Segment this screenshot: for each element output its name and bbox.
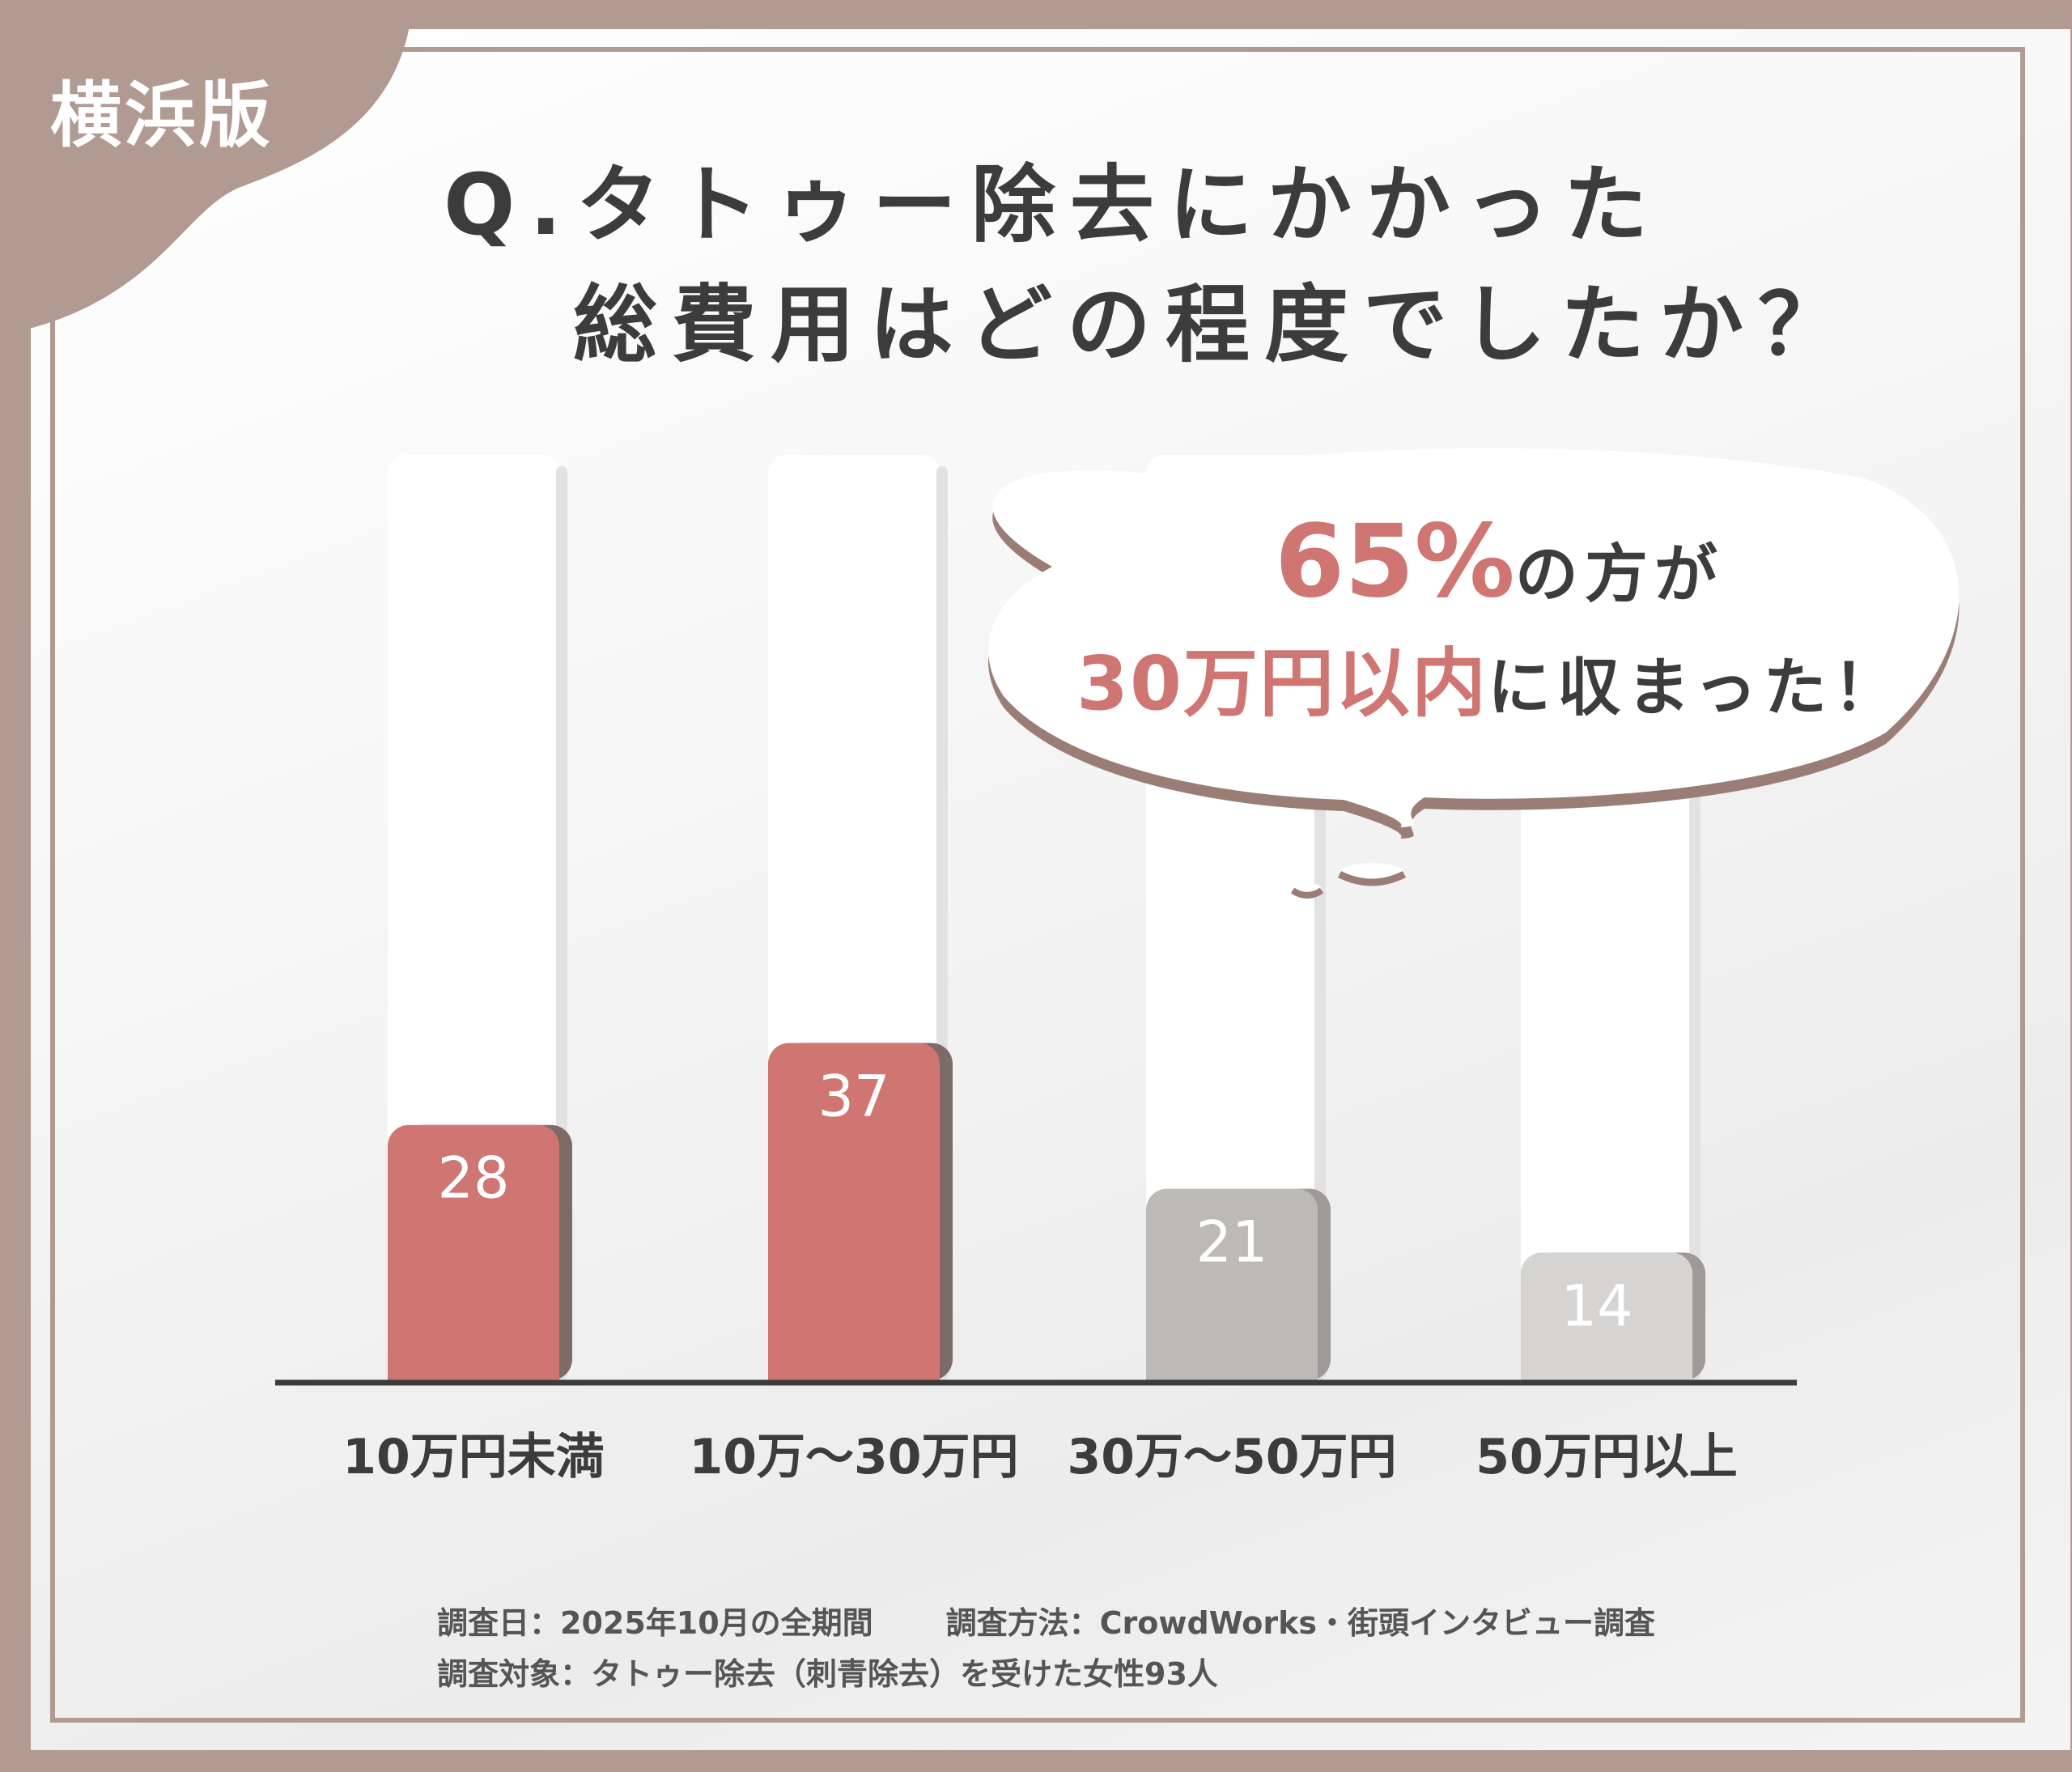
category-labels: 10万円未満 10万〜30万円 30万〜50万円 50万円以上: [342, 1429, 1738, 1485]
background-panel: [31, 29, 2070, 1750]
category-label: 10万円未満: [342, 1429, 605, 1485]
category-label: 10万〜30万円: [690, 1429, 1019, 1485]
data-label: 14: [1560, 1273, 1633, 1339]
callout-line-2: 30万円以内に収まった！: [1076, 623, 1903, 731]
category-label: 50万円以上: [1475, 1429, 1738, 1485]
question-title-line-1: Q.タトゥー除去にかかった: [444, 155, 1662, 254]
corner-badge-shape: [0, 0, 413, 332]
category-label: 30万〜50万円: [1068, 1429, 1397, 1485]
data-label: 37: [817, 1063, 890, 1129]
callout-bubble-body: [988, 448, 1959, 827]
bar-1: [388, 1124, 559, 1380]
bar-4: [1521, 1252, 1692, 1380]
data-label: 28: [437, 1145, 509, 1212]
bars: 28 37 21 14: [388, 1043, 1705, 1380]
survey-date: 調査日：2025年10月の全期間: [437, 1605, 873, 1641]
callout-highlight: 30万円以内: [1076, 640, 1488, 727]
bar-base: [768, 1356, 940, 1380]
bar-base: [388, 1356, 559, 1380]
callout-text-2: に収まった！: [1488, 652, 1903, 725]
region-badge: 横浜版: [50, 74, 274, 157]
survey-target: 調査対象：タトゥー除去（刺青除去）を受けた女性93人: [437, 1656, 1218, 1692]
bar-base: [1146, 1356, 1318, 1380]
callout-text-1: の方が: [1514, 538, 1724, 611]
inner-frame: [50, 47, 2025, 1723]
callout-percent: 65%: [1275, 504, 1515, 620]
data-label: 21: [1195, 1209, 1267, 1276]
callout-line-1: 65%の方が: [1275, 504, 1724, 620]
footer-line-1: 調査日：2025年10月の全期間 調査方法：CrowdWorks・街頭インタビュー…: [437, 1598, 1655, 1642]
survey-method: 調査方法：CrowdWorks・街頭インタビュー調査: [945, 1605, 1655, 1641]
bar-3: [1146, 1188, 1318, 1380]
question-title-line-2: 総費用はどの程度でしたか？: [573, 275, 1858, 374]
bar-2: [768, 1043, 940, 1380]
bar-base: [1521, 1356, 1692, 1380]
callout-bubble: [988, 448, 1959, 899]
footer-line-2: 調査対象：タトゥー除去（刺青除去）を受けた女性93人: [437, 1649, 1218, 1693]
